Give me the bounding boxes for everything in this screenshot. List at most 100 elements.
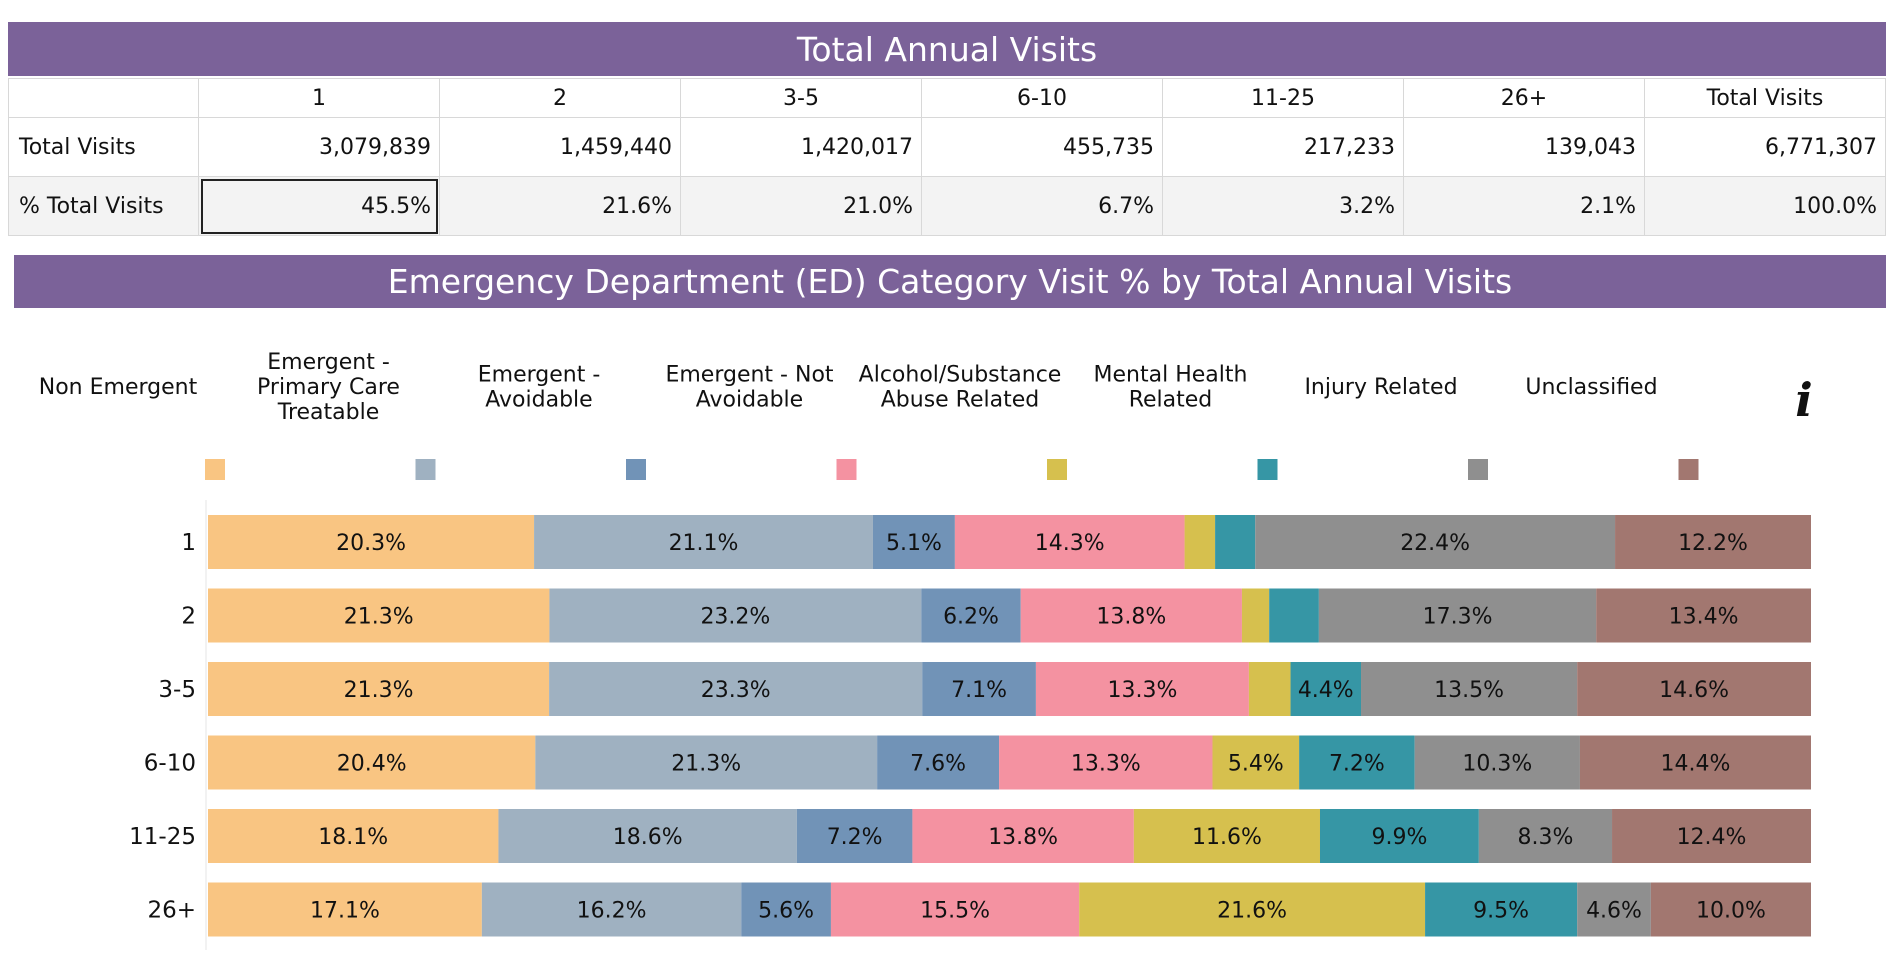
- data-label: 5.4%: [1228, 752, 1284, 777]
- legend-swatch[interactable]: [1047, 459, 1067, 480]
- bar-segment[interactable]: [535, 735, 878, 790]
- legend-swatch[interactable]: [836, 459, 857, 480]
- bar-segment[interactable]: [534, 515, 873, 569]
- bar-segment[interactable]: [498, 809, 797, 863]
- bar-segment[interactable]: [1269, 588, 1319, 643]
- table-cell[interactable]: 6,771,307: [1644, 117, 1886, 177]
- legend-swatch[interactable]: [1468, 459, 1488, 480]
- legend-label[interactable]: Unclassified: [1525, 375, 1657, 400]
- table-cell[interactable]: 6.7%: [921, 176, 1163, 236]
- table-cell-selected[interactable]: 45.5%: [198, 176, 440, 236]
- bar-segment[interactable]: [1612, 809, 1811, 863]
- bar-segment[interactable]: [922, 662, 1036, 716]
- header-cell-3-5[interactable]: 3-5: [680, 78, 922, 118]
- bar-segment[interactable]: [741, 882, 831, 937]
- table-cell[interactable]: 21.6%: [439, 176, 681, 236]
- bar-segment[interactable]: [208, 809, 499, 863]
- bar-segment[interactable]: [1577, 882, 1651, 937]
- legend-label-line: Primary Care: [257, 375, 400, 400]
- bar-segment[interactable]: [1414, 735, 1580, 790]
- header-cell-1[interactable]: 1: [198, 78, 440, 118]
- bar-segment[interactable]: [1241, 588, 1270, 643]
- bar-segment[interactable]: [954, 515, 1185, 569]
- legend-swatch[interactable]: [415, 459, 436, 480]
- bar-segment[interactable]: [830, 882, 1080, 937]
- bar-segment[interactable]: [208, 662, 550, 716]
- data-label: 13.3%: [1107, 678, 1177, 703]
- table-cell[interactable]: 2.1%: [1403, 176, 1645, 236]
- bar-segment[interactable]: [1596, 588, 1811, 643]
- bar-segment[interactable]: [1319, 809, 1479, 863]
- legend-label[interactable]: Mental Health Related: [1094, 363, 1248, 413]
- table-header-row: 1 2 3-5 6-10 11-25 26+ Total Visits: [8, 78, 1886, 118]
- bar-segment[interactable]: [1248, 662, 1291, 716]
- bar-segment[interactable]: [999, 735, 1213, 790]
- legend-label[interactable]: Emergent -Primary Care Treatable: [257, 350, 400, 425]
- bar-segment[interactable]: [1425, 882, 1578, 937]
- bar-segment[interactable]: [1255, 515, 1616, 569]
- legend-swatch[interactable]: [1678, 459, 1699, 480]
- header-cell-total[interactable]: Total Visits: [1644, 78, 1886, 118]
- table-cell[interactable]: 1,459,440: [439, 117, 681, 177]
- legend-label[interactable]: Emergent -Avoidable: [478, 363, 601, 413]
- legend-label[interactable]: Alcohol/Substance Abuse Related: [859, 363, 1062, 413]
- bar-segment[interactable]: [208, 882, 482, 937]
- header-cell-2[interactable]: 2: [439, 78, 681, 118]
- table-cell[interactable]: 21.0%: [680, 176, 922, 236]
- header-cell-26plus[interactable]: 26+: [1403, 78, 1645, 118]
- bar-segment[interactable]: [1133, 809, 1320, 863]
- bar-segment[interactable]: [208, 735, 536, 790]
- legend-swatch[interactable]: [205, 459, 225, 480]
- header-cell-blank: [8, 78, 199, 118]
- table-cell[interactable]: 100.0%: [1644, 176, 1886, 236]
- bar-segment[interactable]: [549, 588, 922, 643]
- table-cell[interactable]: 3,079,839: [198, 117, 440, 177]
- bar-segment[interactable]: [208, 515, 535, 569]
- data-label: 23.2%: [700, 605, 770, 630]
- bar-segment[interactable]: [1615, 515, 1811, 569]
- legend-label[interactable]: Injury Related: [1304, 375, 1457, 400]
- data-label: 11.6%: [1192, 825, 1262, 850]
- bar-segment[interactable]: [912, 809, 1134, 863]
- bar-segment[interactable]: [1299, 735, 1415, 790]
- table-cell[interactable]: 139,043: [1403, 117, 1645, 177]
- bar-segment[interactable]: [1035, 662, 1249, 716]
- bar-segment[interactable]: [1184, 515, 1216, 569]
- header-cell-6-10[interactable]: 6-10: [921, 78, 1163, 118]
- bar-segment[interactable]: [481, 882, 742, 937]
- bar-segment[interactable]: [1577, 662, 1811, 716]
- bar-segment[interactable]: [872, 515, 955, 569]
- legend-label-line: Avoidable: [485, 388, 592, 413]
- bar-segment[interactable]: [1650, 882, 1811, 937]
- bar-segment[interactable]: [1020, 588, 1242, 643]
- bar-segment[interactable]: [1079, 882, 1426, 937]
- data-label: 7.6%: [910, 752, 966, 777]
- bar-segment[interactable]: [877, 735, 1000, 790]
- legend-label-line: Emergent - Not: [665, 363, 833, 388]
- legend-label[interactable]: Emergent - Not Avoidable: [665, 363, 833, 413]
- bar-segment[interactable]: [1579, 735, 1811, 790]
- legend-label-line: Injury Related: [1304, 375, 1457, 400]
- bar-segment[interactable]: [208, 588, 550, 643]
- legend-swatch[interactable]: [1257, 459, 1278, 480]
- info-icon[interactable]: i: [1795, 373, 1813, 427]
- header-cell-11-25[interactable]: 11-25: [1162, 78, 1404, 118]
- bar-segment[interactable]: [1212, 735, 1300, 790]
- bar-segment[interactable]: [549, 662, 923, 716]
- bar-segment[interactable]: [796, 809, 913, 863]
- table-cell[interactable]: 1,420,017: [680, 117, 922, 177]
- legend-swatch[interactable]: [626, 459, 646, 480]
- bar-segment[interactable]: [1478, 809, 1613, 863]
- bar-segment[interactable]: [1318, 588, 1597, 643]
- legend-label[interactable]: Non Emergent: [39, 375, 198, 400]
- table-cell[interactable]: 217,233: [1162, 117, 1404, 177]
- data-label: 7.1%: [951, 678, 1007, 703]
- table-cell[interactable]: 455,735: [921, 117, 1163, 177]
- legend-label-line: Related: [1129, 388, 1213, 413]
- bar-segment[interactable]: [1361, 662, 1578, 716]
- table-cell[interactable]: 3.2%: [1162, 176, 1404, 236]
- bar-segment[interactable]: [1290, 662, 1362, 716]
- legend-label-line: Unclassified: [1525, 375, 1657, 400]
- bar-segment[interactable]: [1215, 515, 1256, 569]
- bar-segment[interactable]: [921, 588, 1021, 643]
